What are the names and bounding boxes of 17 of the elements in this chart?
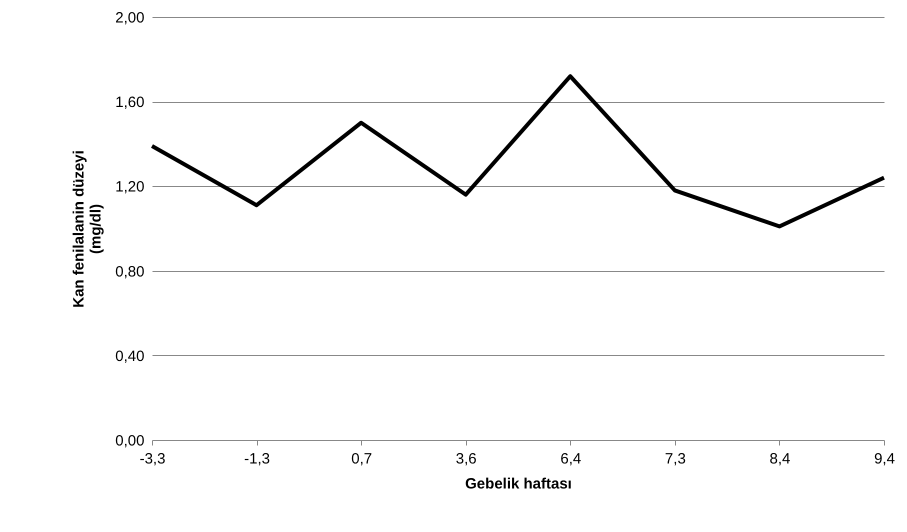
line-series [150,74,886,228]
x-axis-title: Gebelik haftası [465,476,572,492]
y-tick-label: 0,00 [115,432,144,450]
x-tick-label: 9,4 [874,450,895,468]
x-tick-label: 6,4 [560,450,582,468]
y-tick-label: 0,40 [115,348,144,365]
y-tick-label: 2,00 [115,10,144,26]
x-tick-label: 0,7 [351,450,372,468]
x-tick-label: 3,6 [456,450,477,468]
x-tick-label: 7,3 [664,450,686,468]
x-tick-label: 8,4 [770,450,790,468]
y-axis-title: Kan fenilalanin düzeyi (mg/dl) [70,150,104,308]
y-tick-label: 1,60 [115,94,144,112]
y-tick-label: 1,20 [115,178,144,196]
y-tick-label: 0,80 [115,263,144,280]
x-tick-label: -3,3 [140,450,166,468]
x-tick-label: -1,3 [244,450,270,468]
